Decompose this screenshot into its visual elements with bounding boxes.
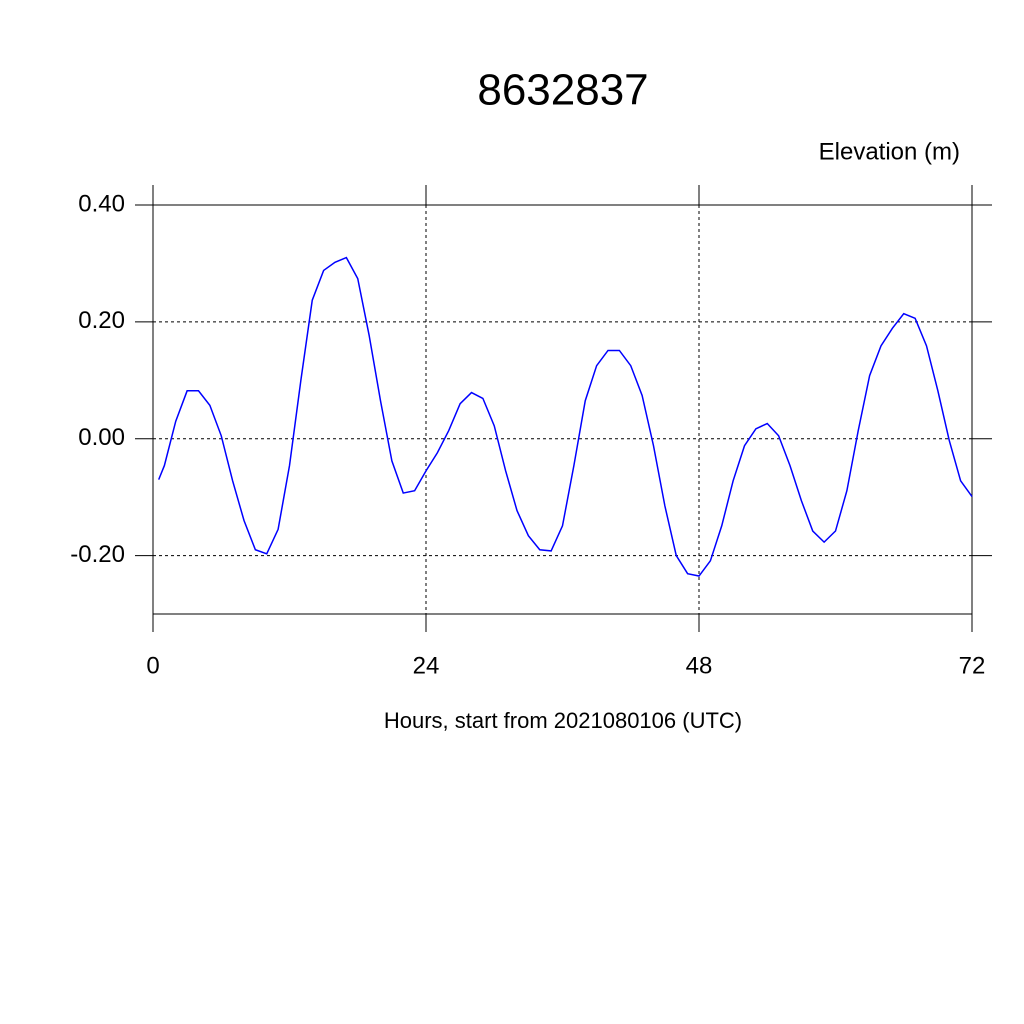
- y-tick-label: 0.20: [78, 307, 125, 334]
- y-tick-label: 0.00: [78, 424, 125, 451]
- chart-subtitle: Elevation (m): [819, 138, 960, 165]
- x-tick-label: 72: [959, 652, 986, 679]
- x-axis-label: Hours, start from 2021080106 (UTC): [384, 708, 742, 733]
- x-tick-label: 48: [686, 652, 713, 679]
- y-tick-label: 0.40: [78, 190, 125, 217]
- x-tick-label: 0: [146, 652, 159, 679]
- plot-frame: [152, 204, 973, 615]
- x-tick-label: 24: [413, 652, 440, 679]
- y-tick-label: -0.20: [70, 541, 125, 568]
- chart-title: 8632837: [477, 66, 648, 115]
- data-line: [157, 256, 973, 577]
